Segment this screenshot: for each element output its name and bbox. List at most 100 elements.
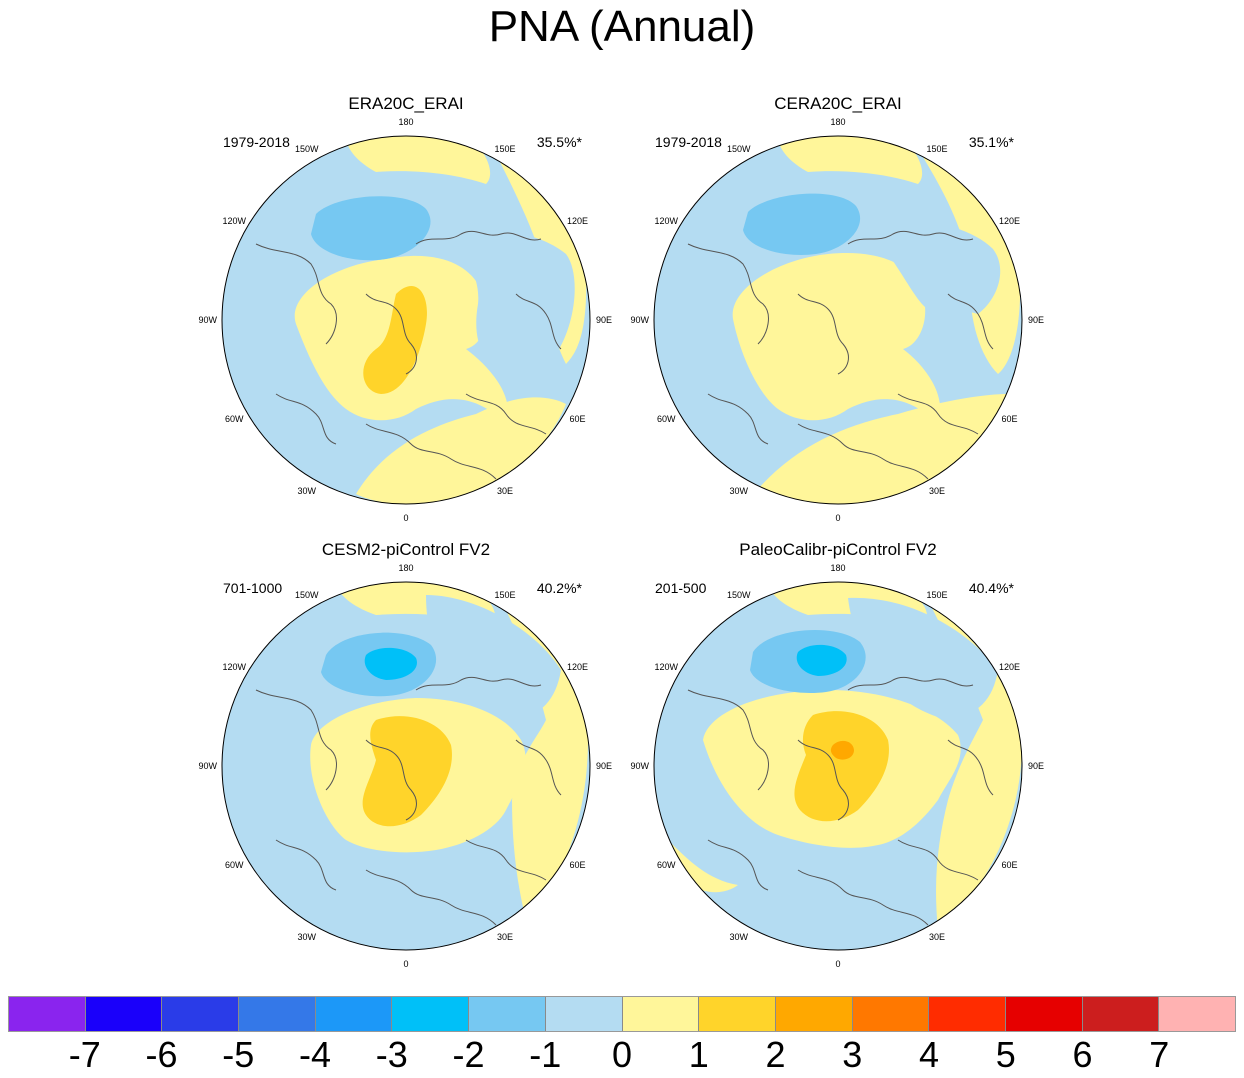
colorbar-tick-label: 0 bbox=[611, 1034, 633, 1075]
colorbar-tick-label: 7 bbox=[1149, 1034, 1170, 1075]
longitude-label: 30E bbox=[929, 486, 946, 497]
colorbar-swatch-pos3 bbox=[775, 997, 853, 1031]
coastline bbox=[707, 393, 769, 445]
longitude-label: 150E bbox=[926, 143, 948, 154]
longitude-label: 30W bbox=[297, 932, 317, 943]
panel-variance-percent: 35.5%* bbox=[536, 134, 582, 150]
panel-variance-percent: 40.4%* bbox=[968, 580, 1014, 596]
panel-variance-percent: 35.1%* bbox=[968, 134, 1014, 150]
panel-period: 201-500 bbox=[655, 580, 707, 596]
longitude-label: 30W bbox=[729, 932, 749, 943]
longitude-label: 30W bbox=[729, 486, 749, 497]
contour-negative-northeast bbox=[456, 229, 575, 365]
colorbar-swatch-pos1 bbox=[622, 997, 700, 1031]
longitude-label: 90W bbox=[198, 761, 218, 771]
colorbar-tick-label: -4 bbox=[298, 1034, 332, 1075]
colorbar-tick-label: 3 bbox=[842, 1034, 863, 1075]
contour-negative-northeast bbox=[848, 597, 998, 720]
colorbar-swatch-pos4 bbox=[852, 997, 930, 1031]
contour-negative-northeast bbox=[426, 595, 561, 720]
longitude-label: 60W bbox=[225, 860, 244, 870]
longitude-label: 30E bbox=[497, 486, 514, 497]
longitude-label: 120W bbox=[222, 216, 247, 226]
colorbar-tick-label: 5 bbox=[995, 1034, 1016, 1075]
longitude-label: 150E bbox=[926, 589, 948, 600]
longitude-label: 30E bbox=[497, 932, 514, 943]
longitude-label: 60E bbox=[1001, 860, 1018, 870]
contour-low-core bbox=[796, 644, 847, 676]
longitude-label: 0 bbox=[403, 513, 409, 523]
longitude-label: 90E bbox=[596, 761, 613, 771]
longitude-label: 90E bbox=[596, 315, 613, 325]
polar-map bbox=[221, 135, 591, 505]
colorbar-ticks: -7 -6 -5 -4 -3 -2 -1 0 1 2 3 4 5 6 7 bbox=[8, 1034, 1236, 1078]
longitude-label: 150W bbox=[295, 589, 319, 600]
coastline bbox=[947, 739, 994, 796]
coastline bbox=[797, 293, 849, 375]
panel-period: 701-1000 bbox=[223, 580, 283, 596]
longitude-label: 60E bbox=[569, 860, 586, 870]
longitude-label: 90W bbox=[630, 315, 650, 325]
longitude-label: 0 bbox=[835, 959, 841, 969]
coastline bbox=[847, 676, 974, 691]
contour-positive-east bbox=[928, 600, 1022, 930]
longitude-label: 120E bbox=[998, 216, 1020, 226]
coastline bbox=[365, 869, 497, 926]
panel-title: PaleoCalibr-piControl FV2 bbox=[739, 540, 937, 559]
longitude-label: 150W bbox=[727, 589, 751, 600]
coastline bbox=[515, 293, 562, 350]
coastline bbox=[687, 243, 769, 345]
coastline bbox=[797, 739, 849, 821]
longitude-label: 120W bbox=[654, 662, 679, 672]
contour-positive-center bbox=[732, 253, 941, 424]
colorbar-tick-label: 1 bbox=[688, 1034, 709, 1075]
longitude-label: 90W bbox=[630, 761, 650, 771]
polar-map bbox=[221, 581, 591, 951]
coastline bbox=[847, 230, 974, 245]
longitude-label: 60E bbox=[569, 414, 586, 424]
coastline bbox=[255, 689, 337, 791]
map-panel-cesm2: CESM2-piControl FV2 701-1000 40.2%* 180 150E… bbox=[199, 540, 613, 970]
longitude-label: 90E bbox=[1028, 761, 1045, 771]
longitude-label: 60W bbox=[225, 414, 244, 424]
coastline bbox=[415, 230, 542, 245]
panel-variance-percent: 40.2%* bbox=[536, 580, 582, 596]
colorbar-swatch-pos6 bbox=[1005, 997, 1083, 1031]
panel-title: ERA20C_ERAI bbox=[348, 94, 464, 113]
contour-positive-top bbox=[346, 136, 491, 184]
map-border bbox=[221, 135, 591, 505]
colorbar-tick-label: -5 bbox=[222, 1034, 255, 1075]
colorbar-swatch-pos7 bbox=[1082, 997, 1160, 1031]
longitude-label: 120W bbox=[222, 662, 247, 672]
contour-high-center bbox=[362, 716, 452, 827]
panel-period: 1979-2018 bbox=[655, 134, 722, 150]
contour-positive-south bbox=[356, 397, 566, 504]
contour-low-core bbox=[364, 647, 417, 680]
colorbar-tick-label: -1 bbox=[529, 1034, 562, 1075]
colorbar-tick-label: 2 bbox=[765, 1034, 786, 1075]
map-border bbox=[653, 581, 1023, 951]
contour-positive-east bbox=[501, 600, 588, 920]
longitude-label: 150W bbox=[295, 143, 319, 154]
figure-title: PNA (Annual) bbox=[488, 2, 756, 51]
coastline bbox=[465, 393, 547, 435]
panel-title: CERA20C_ERAI bbox=[774, 94, 902, 113]
colorbar-swatch-neg5 bbox=[162, 997, 240, 1031]
contour-high-center bbox=[363, 285, 427, 394]
colorbar-tick-label: -3 bbox=[375, 1034, 408, 1075]
longitude-label: 180 bbox=[830, 117, 846, 127]
coastline bbox=[515, 739, 562, 796]
contour-positive-top bbox=[778, 136, 923, 184]
coastline bbox=[415, 676, 542, 691]
colorbar-swatch-neg3 bbox=[315, 997, 393, 1031]
longitude-label: 180 bbox=[830, 563, 846, 573]
map-panel-era20c: ERA20C_ERAI 1979-2018 35.5%* 180 150E 120E 90E… bbox=[199, 94, 613, 524]
longitude-label: 180 bbox=[398, 563, 414, 573]
panel-period: 1979-2018 bbox=[223, 134, 290, 150]
polar-map bbox=[653, 135, 1023, 505]
colorbar bbox=[8, 996, 1236, 1032]
longitude-label: 0 bbox=[403, 959, 409, 969]
coastline bbox=[687, 689, 769, 791]
colorbar-tick-label: -2 bbox=[452, 1034, 485, 1075]
longitude-label: 150E bbox=[494, 143, 516, 154]
